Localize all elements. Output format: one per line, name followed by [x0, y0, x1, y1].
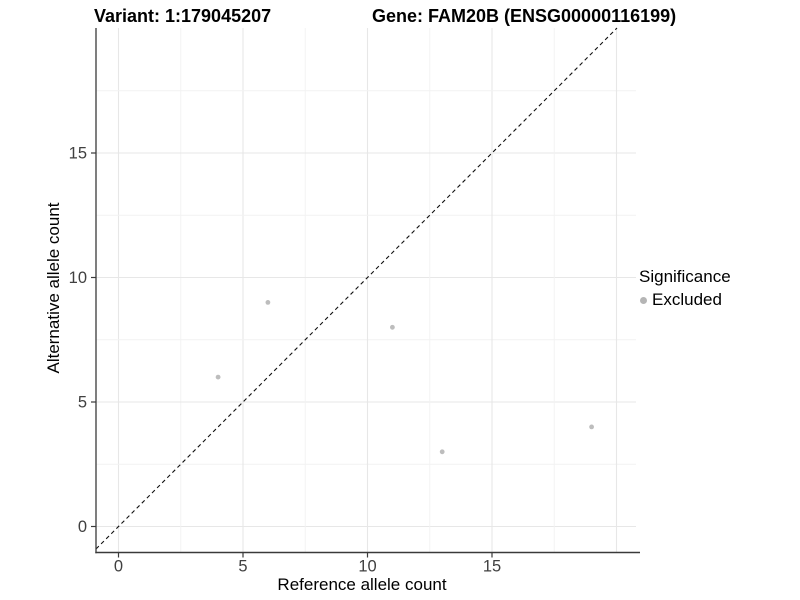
legend-point-icon	[640, 296, 647, 304]
svg-text:0: 0	[114, 558, 123, 576]
x-axis-title: Reference allele count	[277, 575, 447, 594]
svg-text:5: 5	[78, 394, 87, 412]
legend-title: Significance	[639, 267, 731, 286]
legend-item-excluded: Excluded	[639, 291, 731, 308]
plot-title-variant: Variant: 1:179045207	[94, 6, 272, 26]
legend: Significance Excluded	[639, 267, 731, 308]
svg-text:10: 10	[358, 558, 376, 576]
y-axis-title: Alternative allele count	[44, 202, 63, 374]
plot-title-gene: Gene: FAM20B (ENSG00000116199)	[372, 6, 677, 26]
svg-text:10: 10	[69, 269, 87, 287]
svg-text:5: 5	[238, 558, 247, 576]
svg-text:0: 0	[78, 518, 87, 536]
svg-text:15: 15	[483, 558, 501, 576]
legend-item-label: Excluded	[652, 290, 722, 309]
svg-text:15: 15	[69, 145, 87, 163]
